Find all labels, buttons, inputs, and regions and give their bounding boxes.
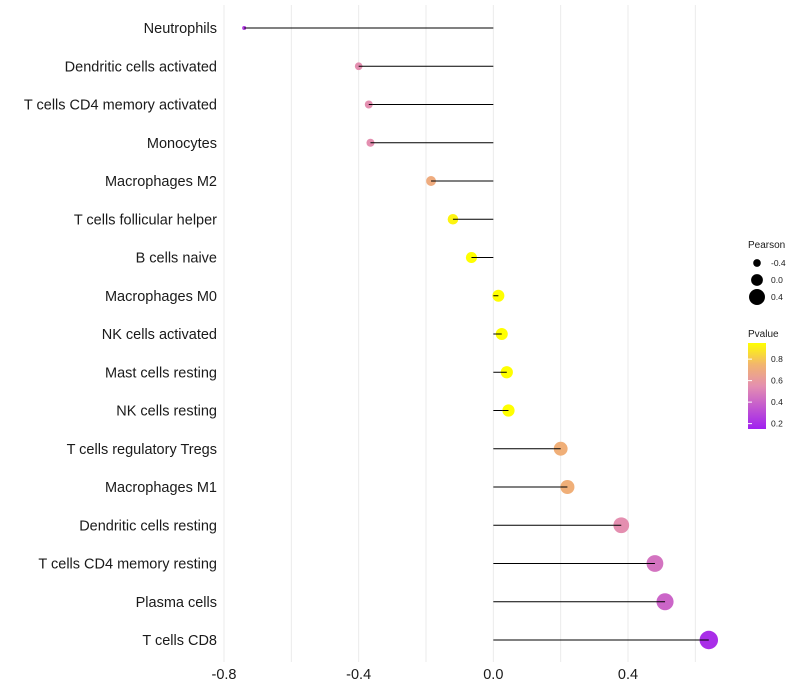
legend-pearson-label: 0.4 <box>771 292 783 302</box>
category-label: NK cells resting <box>116 404 217 420</box>
category-label: T cells follicular helper <box>74 212 217 228</box>
category-label: T cells CD8 <box>142 633 217 649</box>
legend-pvalue-title: Pvalue <box>748 329 779 340</box>
category-label: Monocytes <box>147 136 217 152</box>
category-label: B cells naive <box>136 251 217 267</box>
legend-pvalue-label: 0.6 <box>771 376 783 386</box>
legend-pearson-label: -0.4 <box>771 258 786 268</box>
category-labels: Neutrophils Dendritic cells activated T ce… <box>24 21 217 649</box>
category-label: NK cells activated <box>102 327 217 343</box>
category-label: Dendritic cells activated <box>65 59 217 75</box>
category-label: Mast cells resting <box>105 365 217 381</box>
category-label: Macrophages M1 <box>105 480 217 496</box>
x-tick-labels: -0.8 -0.4 0.0 0.4 <box>212 667 639 683</box>
legend-pearson-key <box>749 289 765 305</box>
legend-pvalue-label: 0.8 <box>771 354 783 364</box>
category-label: Neutrophils <box>144 21 217 37</box>
category-label: Macrophages M0 <box>105 289 217 305</box>
category-label: Dendritic cells resting <box>79 518 217 534</box>
legend-pearson-key <box>751 274 763 286</box>
category-label: T cells CD4 memory resting <box>38 557 217 573</box>
x-tick-label: 0.4 <box>618 667 638 683</box>
x-tick-label: 0.0 <box>483 667 503 683</box>
legend-pvalue: Pvalue 0.8 0.6 0.4 0.2 <box>748 329 783 429</box>
points <box>242 25 719 650</box>
stems <box>244 27 709 641</box>
category-label: Plasma cells <box>136 595 217 611</box>
legend-pearson-title: Pearson <box>748 240 785 251</box>
category-label: T cells regulatory Tregs <box>67 442 217 458</box>
legend-pearson-label: 0.0 <box>771 275 783 285</box>
category-label: T cells CD4 memory activated <box>24 98 217 114</box>
legend-pvalue-label: 0.4 <box>771 397 783 407</box>
legend-pvalue-label: 0.2 <box>771 419 783 429</box>
legend-pearson-key <box>753 259 761 267</box>
legend-pearson: Pearson -0.4 0.0 0.4 <box>748 240 786 305</box>
category-label: Macrophages M2 <box>105 174 217 190</box>
x-tick-label: -0.8 <box>212 667 237 683</box>
pvalue-colorbar <box>748 343 766 429</box>
data-point <box>699 630 719 650</box>
x-tick-label: -0.4 <box>346 667 371 683</box>
